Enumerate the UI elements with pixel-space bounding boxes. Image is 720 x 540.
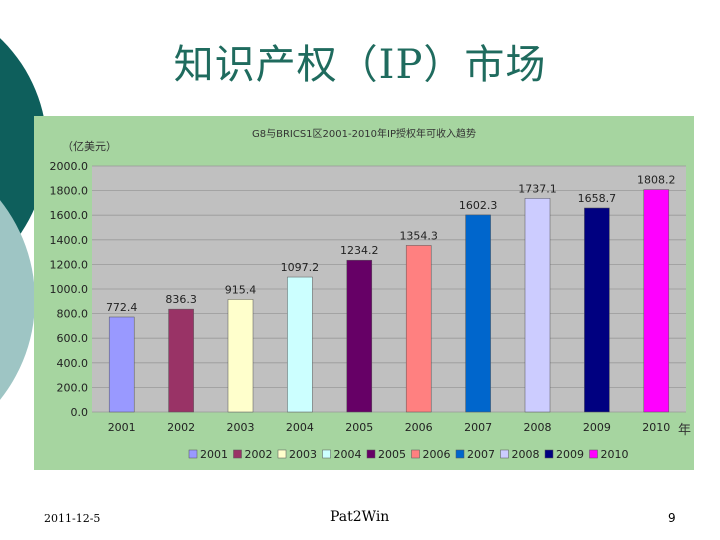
y-tick-label: 800.0 — [57, 308, 89, 321]
x-tick-label: 2001 — [108, 421, 136, 434]
legend-label-2008: 2008 — [512, 448, 540, 461]
y-tick-label: 200.0 — [57, 381, 89, 394]
value-label-2002: 836.3 — [165, 293, 197, 306]
legend-swatch-2005 — [366, 449, 376, 459]
legend-swatch-2001 — [188, 449, 198, 459]
legend-swatch-2003 — [277, 449, 287, 459]
x-axis-ticks: 2001 2002 2003 2004 2005 2006 2007 2008 2009 2010 — [108, 421, 671, 434]
y-tick-label: 1800.0 — [50, 185, 89, 198]
decoration-light-circle — [0, 200, 35, 400]
y-tick-label: 2000.0 — [50, 160, 89, 173]
x-tick-label: 2009 — [583, 421, 611, 434]
value-label-2007: 1602.3 — [459, 199, 498, 212]
value-label-2008: 1737.1 — [518, 182, 557, 195]
value-label-2005: 1234.2 — [340, 244, 379, 257]
y-axis-ticks: 0.0 200.0 400.0 600.0 800.0 1000.0 1200.0 1400.… — [50, 160, 89, 419]
y-tick-label: 1400.0 — [50, 234, 89, 247]
y-tick-label: 1600.0 — [50, 209, 89, 222]
x-tick-label: 2006 — [405, 421, 433, 434]
bar-2001 — [108, 316, 135, 413]
bar-2006 — [405, 245, 432, 413]
bar-2003 — [227, 299, 254, 413]
bars — [108, 189, 670, 413]
x-tick-label: 2007 — [464, 421, 492, 434]
bar-2009 — [584, 207, 610, 413]
x-tick-label: 2008 — [524, 421, 552, 434]
x-tick-label: 2004 — [286, 421, 314, 434]
y-tick-label: 400.0 — [57, 357, 89, 370]
legend-label-2010: 2010 — [601, 448, 629, 461]
bar-2007 — [465, 214, 491, 413]
legend-swatch-2004 — [322, 449, 331, 459]
legend-label-2009: 2009 — [556, 448, 584, 461]
bar-2004 — [287, 276, 313, 413]
legend-swatch-2006 — [411, 449, 420, 459]
value-label-2003: 915.4 — [225, 283, 257, 296]
bar-2002 — [168, 308, 194, 413]
legend-label-2005: 2005 — [378, 448, 406, 461]
bar-2008 — [524, 198, 551, 413]
footer-date: 2011-12-5 — [44, 512, 101, 525]
x-tick-label: 2003 — [227, 421, 255, 434]
legend-label-2004: 2004 — [334, 448, 362, 461]
footer-brand: Pat2Win — [330, 509, 390, 525]
legend-label-2003: 2003 — [289, 448, 317, 461]
slide-title: 知识产权（IP）市场 — [173, 42, 547, 88]
chart-title: G8与BRICS1区2001-2010年IP授权年可收入趋势 — [252, 127, 476, 140]
value-label-2010: 1808.2 — [637, 174, 676, 187]
y-tick-label: 1200.0 — [50, 258, 89, 271]
y-tick-label: 600.0 — [57, 332, 89, 345]
bar-2005 — [346, 259, 373, 413]
legend-swatch-2009 — [544, 449, 554, 459]
y-tick-label: 1000.0 — [50, 283, 89, 296]
x-tick-label: 2010 — [642, 421, 670, 434]
value-label-2004: 1097.2 — [281, 261, 320, 274]
legend-label-2007: 2007 — [467, 448, 495, 461]
bar-2010 — [643, 189, 670, 413]
value-label-2006: 1354.3 — [399, 229, 438, 242]
data-labels: 772.4 836.3 915.4 1097.2 1234.2 1354.3 1602.3 1… — [106, 174, 676, 314]
y-tick-label: 0.0 — [71, 406, 89, 419]
y-axis-unit-label: （亿美元） — [62, 140, 117, 153]
legend-swatch-2002 — [233, 449, 242, 459]
legend-swatch-2010 — [589, 449, 598, 459]
legend-swatch-2008 — [500, 449, 509, 459]
chart: G8与BRICS1区2001-2010年IP授权年可收入趋势 （亿美元） 0.0… — [50, 127, 692, 461]
x-tick-label: 2005 — [345, 421, 373, 434]
x-tick-label: 2002 — [167, 421, 195, 434]
chart-panel: G8与BRICS1区2001-2010年IP授权年可收入趋势 （亿美元） 0.0… — [34, 116, 694, 470]
page-number: 9 — [668, 511, 676, 525]
value-label-2001: 772.4 — [106, 301, 138, 314]
legend-swatch-2007 — [455, 449, 465, 459]
legend-label-2001: 2001 — [200, 448, 228, 461]
legend-label-2002: 2002 — [245, 448, 273, 461]
x-axis-unit-label: 年 — [678, 423, 691, 438]
legend-label-2006: 2006 — [423, 448, 451, 461]
value-label-2009: 1658.7 — [578, 192, 617, 205]
legend: 2001 2002 2003 2004 2005 2006 2007 2008 2009 2010 — [188, 448, 629, 461]
